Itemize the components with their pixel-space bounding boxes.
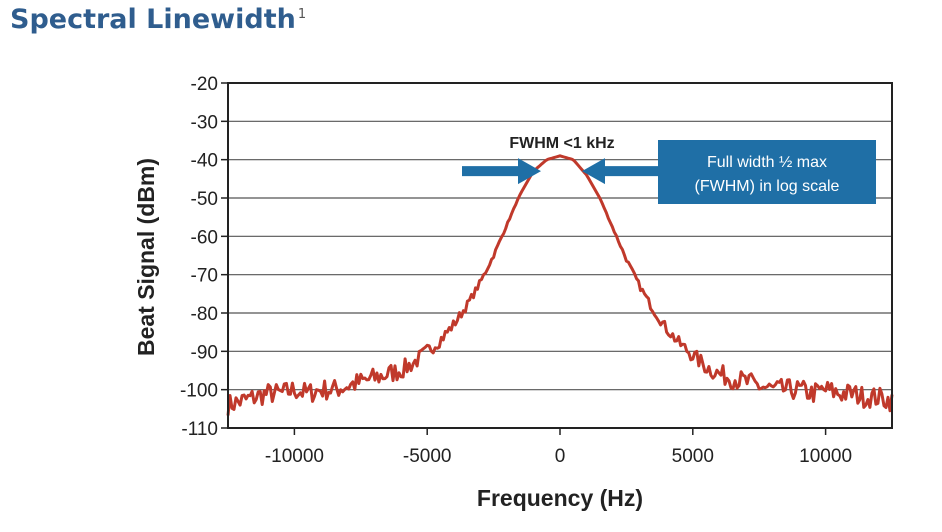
fwhm-left-arrow <box>462 158 541 185</box>
y-tick-label: -70 <box>191 266 218 287</box>
plot-frame <box>227 82 893 429</box>
y-tick-label: -110 <box>181 419 218 440</box>
title-footnote: 1 <box>297 7 307 22</box>
beat-signal-trace <box>226 154 894 416</box>
y-tick-label: -50 <box>191 189 218 210</box>
x-tick-label: -5000 <box>403 446 452 467</box>
y-axis-ticks: -20 -30 -40 -50 -60 -70 -80 -90 -100 -110 <box>180 74 228 440</box>
y-tick-label: -80 <box>191 304 218 325</box>
x-tick-label: 0 <box>555 446 566 467</box>
x-tick-label: 10000 <box>799 446 852 467</box>
page-title: Spectral Linewidth 1 <box>10 4 306 35</box>
y-axis-label: Beat Signal (dBm) <box>133 158 159 356</box>
y-tick-label: -30 <box>191 112 218 133</box>
fwhm-info-box <box>658 140 876 204</box>
y-tick-label: -100 <box>180 381 218 402</box>
fwhm-label: FWHM <1 kHz <box>509 135 614 152</box>
x-axis-label: Frequency (Hz) <box>477 485 643 511</box>
fwhm-info-line-1: Full width ½ max <box>707 154 827 171</box>
y-tick-label: -90 <box>191 342 218 363</box>
fwhm-info-line-2: (FWHM) in log scale <box>695 178 840 195</box>
x-tick-label: 5000 <box>672 446 714 467</box>
fwhm-arrows <box>462 158 660 185</box>
y-tick-label: -40 <box>191 151 218 172</box>
y-tick-label: -60 <box>191 227 218 248</box>
x-tick-label: -10000 <box>265 446 324 467</box>
page-title-text: Spectral Linewidth <box>10 4 296 35</box>
fwhm-right-arrow <box>582 158 660 185</box>
x-axis-ticks: -10000 -5000 0 5000 10000 <box>265 428 852 467</box>
y-tick-label: -20 <box>191 74 218 95</box>
